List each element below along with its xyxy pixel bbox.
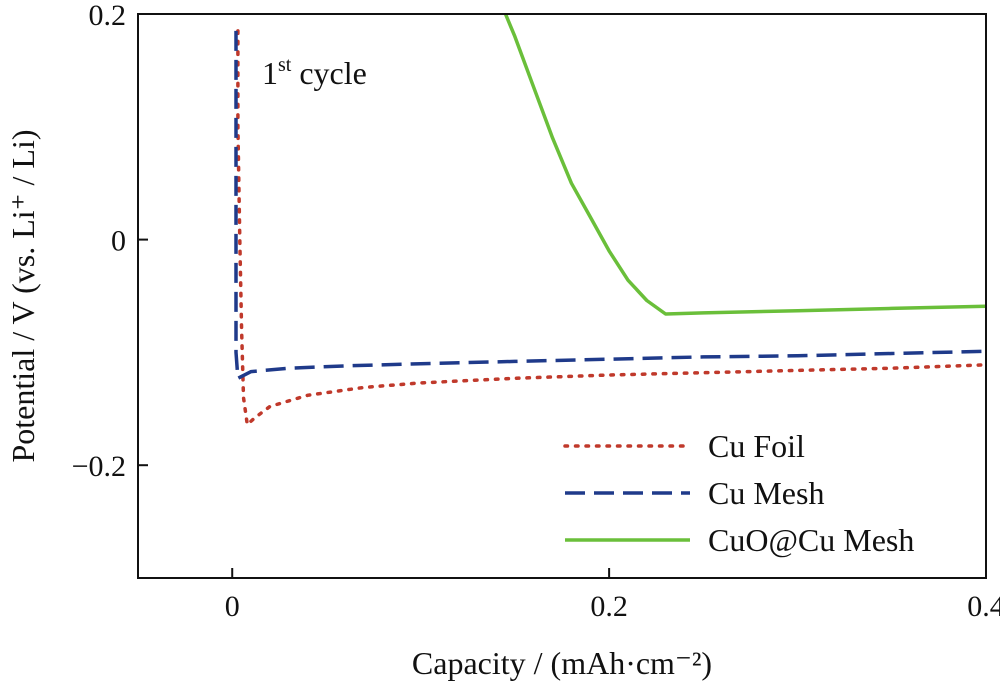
legend: Cu Foil Cu Mesh CuO@Cu Mesh [563,428,914,558]
y-tick-label: 0 [111,225,126,258]
series-line-3 [503,14,986,316]
y-axis-label: Potential / V (vs. Li⁺ / Li) [5,129,41,462]
cycle-annotation-number: 1 [262,55,278,91]
x-tick-label: 0.4 [967,590,1000,623]
ticks-layer: 0 0.2 0.4 −0.2 0 0.2 [72,0,1000,623]
x-axis-label: Capacity / (mAh·cm⁻²) [412,645,712,681]
plot-area-frame [137,13,987,579]
cycle-annotation-text: cycle [291,55,367,91]
legend-label: CuO@Cu Mesh [708,522,914,558]
series-line-2 [234,30,986,381]
legend-label: Cu Foil [708,428,805,464]
series-layer [234,14,986,427]
y-tick-label: −0.2 [72,450,126,483]
x-tick-label: 0 [225,590,240,623]
cycle-annotation: 1st cycle [262,54,367,91]
series-line-1 [236,29,986,427]
y-tick-label: 0.2 [89,0,127,32]
cycle-annotation-superscript: st [278,54,292,76]
legend-label: Cu Mesh [708,475,824,511]
x-tick-label: 0.2 [590,590,628,623]
